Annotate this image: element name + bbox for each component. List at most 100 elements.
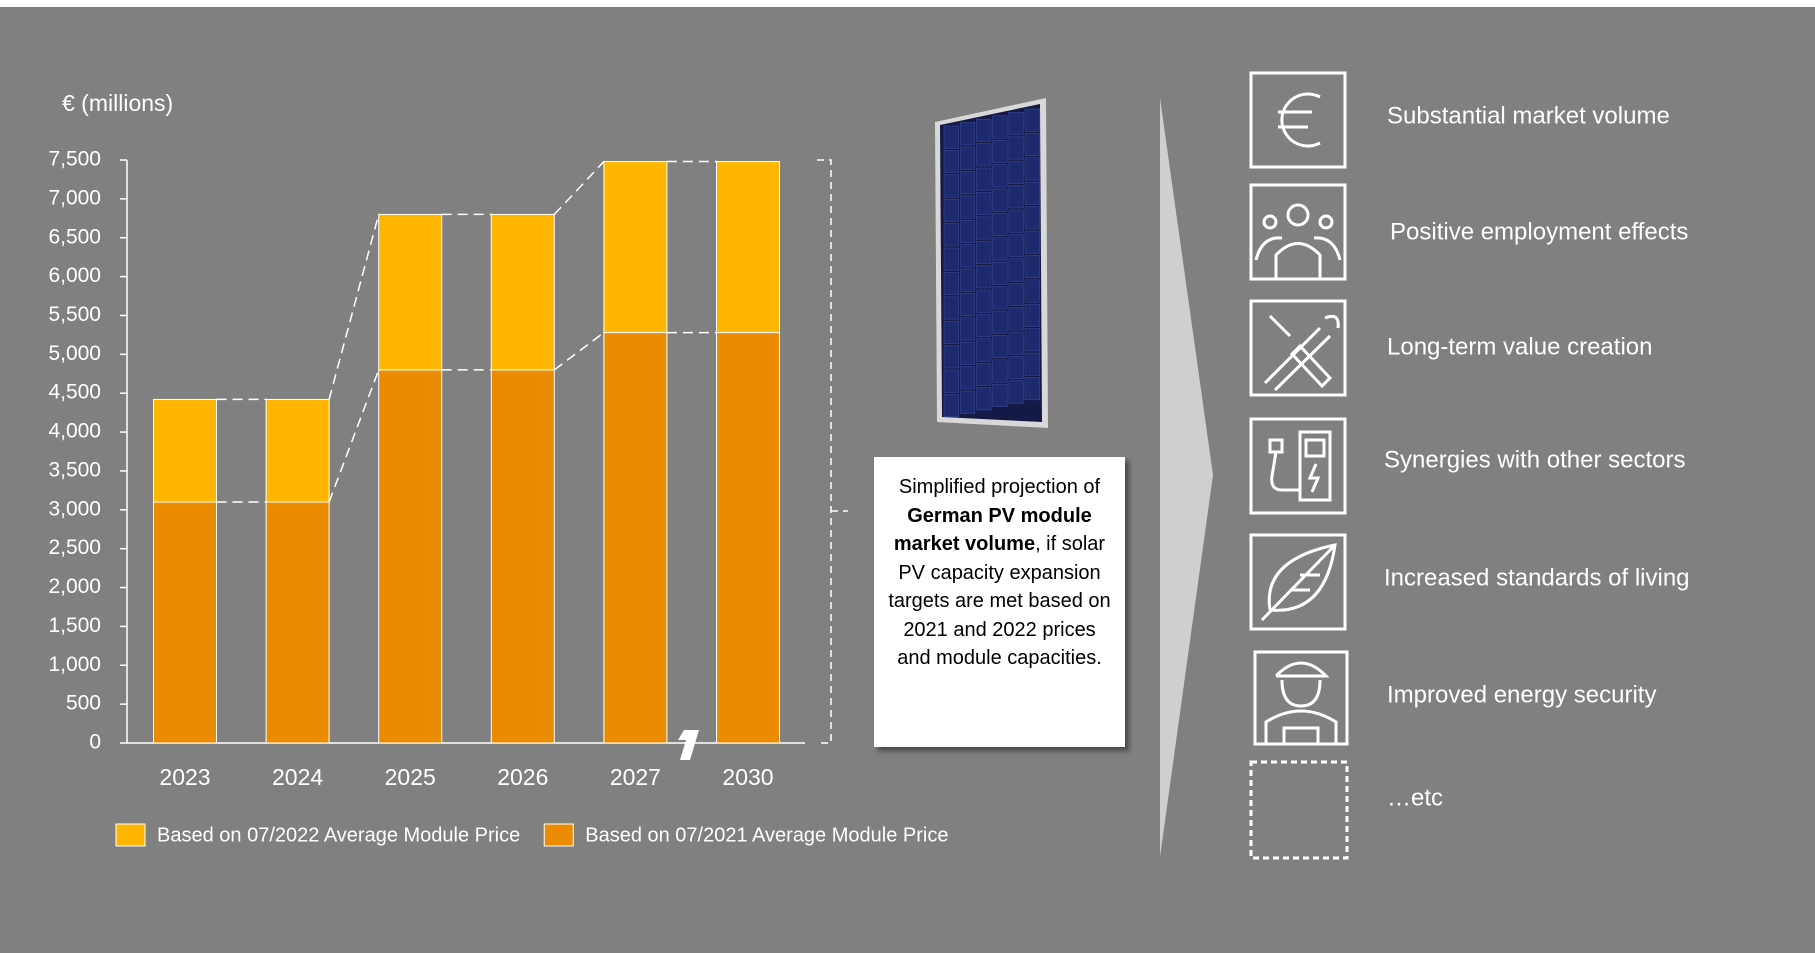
bar-segment: [153, 398, 217, 503]
panel-cell: [1024, 133, 1040, 157]
panel-cell: [1008, 160, 1024, 184]
panel-cell: [943, 272, 959, 296]
bar-segment: [153, 501, 217, 744]
callout: Simplified projection of German PV modul…: [874, 457, 1125, 747]
y-tick-label: 5,500: [48, 303, 101, 326]
panel-cell: [959, 195, 976, 219]
y-tick-label: 3,500: [48, 458, 101, 481]
panel-cell: [992, 237, 1008, 261]
panel-cell: [992, 261, 1008, 285]
panel-cell: [1008, 136, 1024, 160]
panel-cell: [943, 198, 959, 222]
bar-segment: [716, 161, 780, 334]
y-tick-label: 6,000: [48, 264, 101, 287]
panel-cell: [943, 369, 959, 393]
panel-cell: [943, 247, 959, 271]
panel-cell: [976, 387, 992, 411]
panel-cell: [1008, 331, 1024, 355]
bar-segment: [490, 213, 555, 371]
connector: [553, 161, 605, 215]
panel-cell: [1024, 157, 1040, 181]
panel-cell: [1024, 328, 1040, 352]
panel-cell: [976, 118, 992, 142]
y-tick-label: 7,500: [48, 148, 101, 171]
panel-cell: [943, 296, 959, 320]
connector: [328, 369, 380, 503]
panel-cell: [959, 122, 976, 146]
chevron: [1160, 98, 1213, 857]
callout-bold: German PV module market volume: [893, 504, 1092, 556]
legend-swatch: [115, 823, 146, 847]
panel-cell: [959, 317, 976, 341]
panel-cell: [1024, 181, 1040, 205]
x-tick-label: 2024: [272, 764, 323, 790]
panel-cell: [1024, 303, 1040, 327]
y-tick-label: 1,000: [48, 653, 101, 676]
panel-cell: [959, 146, 976, 170]
panel-cell: [1008, 209, 1024, 233]
panel-cell: [976, 192, 992, 216]
panel-cell: [1024, 108, 1040, 132]
panel-cell: [992, 139, 1008, 163]
panel-cell: [976, 143, 992, 167]
panel-cell: [992, 310, 1008, 334]
legend-label: Based on 07/2021 Average Module Price: [585, 824, 948, 846]
bar-segment: [378, 369, 443, 744]
top-strip: [0, 0, 1815, 7]
x-tick-label: 2025: [385, 764, 436, 790]
panel-cell: [959, 171, 976, 195]
panel-cell: [943, 394, 959, 418]
axis-break: [680, 730, 699, 760]
panel-cell: [1024, 352, 1040, 376]
solar-panel: [935, 98, 1048, 428]
y-tick-label: 2,500: [48, 536, 101, 559]
panel-cell: [959, 341, 976, 365]
panel-cell: [992, 115, 1008, 139]
panel-cell: [1024, 279, 1040, 303]
benefit-label: Substantial market volume: [1387, 102, 1670, 129]
bar-segment: [716, 332, 780, 744]
panel-cell: [992, 335, 1008, 359]
panel-cell: [1008, 258, 1024, 282]
panel-cell: [992, 286, 1008, 310]
panel-cell: [1024, 206, 1040, 230]
legend-label: Based on 07/2022 Average Module Price: [157, 824, 520, 846]
panel-cell: [943, 345, 959, 369]
panel-cell: [992, 164, 1008, 188]
panel-cell: [1008, 234, 1024, 258]
y-axis-label: € (millions): [62, 90, 173, 116]
panel-cell: [976, 338, 992, 362]
panel-cell: [1008, 282, 1024, 306]
panel-cell: [1024, 230, 1040, 254]
y-tick-label: 1,500: [48, 614, 101, 637]
panel-cell: [976, 314, 992, 338]
y-tick-label: 5,000: [48, 342, 101, 365]
panel-cell: [959, 366, 976, 390]
panel-cell: [1008, 112, 1024, 136]
y-tick-label: 2,000: [48, 575, 101, 598]
panel-cell: [1024, 255, 1040, 279]
bracket: [817, 159, 848, 744]
y-tick-label: 6,500: [48, 225, 101, 248]
icon-boxes: [1249, 71, 1349, 860]
panel-cell: [959, 244, 976, 268]
x-tick-label: 2027: [610, 764, 661, 790]
benefit-label: Long-term value creation: [1387, 333, 1652, 360]
panel-cell: [976, 216, 992, 240]
bar-segment: [490, 369, 555, 744]
panel-cell: [976, 240, 992, 264]
x-tick-label: 2023: [159, 764, 210, 790]
panel-cell: [1008, 356, 1024, 380]
y-tick-label: 4,500: [48, 381, 101, 404]
bar-segment: [265, 501, 330, 744]
panel-cell: [992, 383, 1008, 407]
connector: [328, 214, 380, 400]
y-tick-label: 7,000: [48, 186, 101, 209]
panel-cell: [1008, 307, 1024, 331]
panel-cell: [976, 265, 992, 289]
bar-segment: [603, 161, 668, 334]
panel-cell: [943, 150, 959, 174]
y-tick-label: 3,000: [48, 497, 101, 520]
